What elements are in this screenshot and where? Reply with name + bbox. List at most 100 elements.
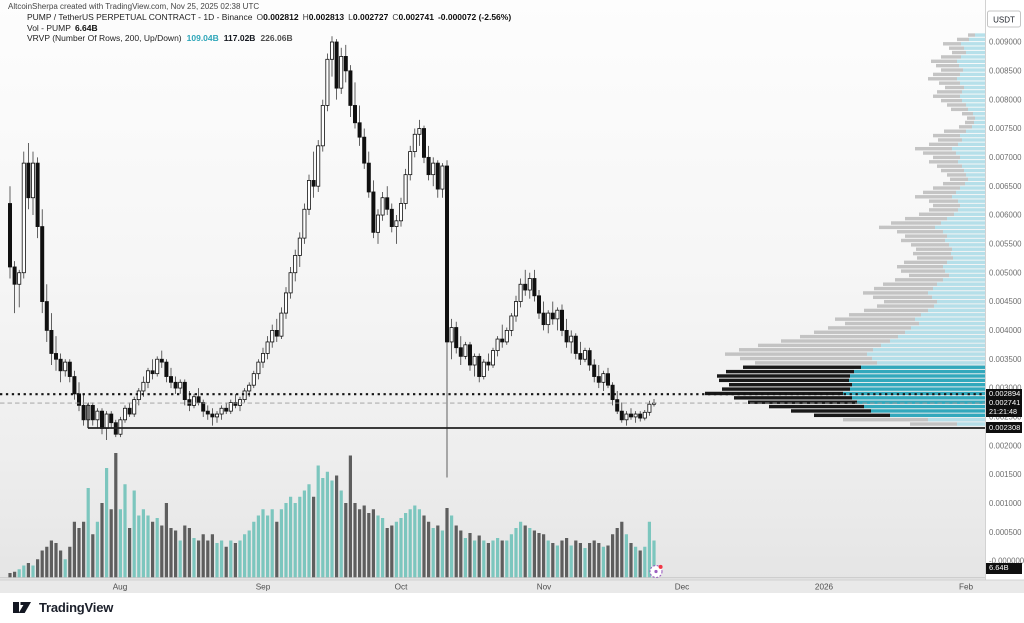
- profile-row-up: [928, 308, 985, 313]
- candle-body: [242, 390, 247, 401]
- profile-row-down: [938, 138, 962, 142]
- volume-bar: [505, 540, 509, 578]
- profile-row-up: [969, 37, 985, 42]
- profile-row-down: [933, 94, 960, 98]
- price-tick-label: 0.004000: [989, 326, 1022, 335]
- volume-bar: [114, 453, 118, 578]
- time-axis[interactable]: [0, 580, 1024, 593]
- profile-row-down: [843, 417, 928, 422]
- volume-bar: [514, 528, 518, 578]
- profile-row-down: [814, 413, 890, 418]
- profile-row-up: [964, 85, 985, 90]
- candle-body: [596, 376, 601, 383]
- profile-row-down: [729, 383, 852, 387]
- candle-body: [182, 381, 187, 401]
- volume-bar: [385, 528, 389, 578]
- volume-bar: [647, 521, 651, 578]
- volume-bar: [344, 503, 348, 578]
- candle-body: [408, 151, 413, 176]
- candle-body: [293, 255, 298, 274]
- profile-row-up: [959, 63, 985, 68]
- profile-row-down: [943, 181, 965, 186]
- candle-body: [504, 329, 509, 343]
- candle-body: [279, 312, 284, 337]
- volume-bar: [574, 540, 578, 578]
- volume-bar: [40, 550, 44, 578]
- profile-row-up: [911, 326, 985, 330]
- volume-bar: [146, 515, 150, 578]
- profile-row-down: [904, 260, 947, 265]
- candle-body: [283, 292, 288, 314]
- time-tick-label: 2026: [815, 583, 834, 592]
- profile-row-down: [849, 313, 921, 317]
- profile-row-up: [849, 378, 985, 383]
- price-axis[interactable]: [985, 0, 1024, 580]
- profile-row-up: [943, 265, 985, 269]
- profile-row-up: [898, 334, 985, 339]
- volume-bar: [289, 496, 293, 578]
- price-tick-label: 0.006500: [989, 182, 1022, 191]
- profile-row-down: [947, 173, 966, 177]
- tradingview-logo-text[interactable]: TradingView: [39, 599, 114, 615]
- volume-bar: [427, 521, 431, 578]
- profile-row-up: [956, 151, 985, 155]
- profile-row-up: [960, 186, 985, 190]
- volume-bar: [588, 543, 592, 578]
- timer-icon[interactable]: [649, 564, 663, 579]
- candle-body: [339, 56, 344, 89]
- candle-body: [155, 358, 160, 375]
- candle-body: [578, 353, 583, 360]
- volume-bar: [606, 545, 610, 578]
- profile-row-up: [949, 273, 985, 278]
- volume-bar: [408, 509, 412, 578]
- profile-row-down: [874, 286, 933, 291]
- volume-bar: [496, 538, 500, 578]
- candle-body: [550, 312, 555, 320]
- volume-bar: [72, 521, 76, 578]
- volume-bar: [482, 540, 486, 578]
- volume-bar: [151, 521, 155, 578]
- volume-bar: [532, 530, 536, 578]
- candle-body: [288, 272, 293, 294]
- candle-body: [417, 128, 422, 135]
- profile-row-down: [895, 278, 943, 282]
- candle-body: [168, 376, 173, 383]
- volume-bar: [381, 518, 385, 578]
- volume-bar: [339, 490, 343, 578]
- price-tick-label: 0.006000: [989, 211, 1022, 220]
- volume-bar: [404, 513, 408, 578]
- profile-row-up: [952, 247, 985, 251]
- profile-row-down: [941, 98, 962, 103]
- candle-body: [224, 407, 229, 412]
- candle-body: [389, 208, 394, 227]
- profile-row-down: [923, 190, 956, 195]
- candle-body: [164, 361, 169, 377]
- profile-row-up: [954, 212, 985, 216]
- candle-body: [357, 122, 362, 138]
- volume-bar: [36, 559, 40, 578]
- volume-bar: [652, 540, 656, 578]
- candle-body: [178, 381, 183, 389]
- profile-row-up: [867, 352, 985, 356]
- candle-body: [77, 393, 82, 406]
- profile-row-down: [933, 133, 960, 138]
- profile-row-down: [965, 120, 974, 125]
- profile-row-up: [960, 94, 985, 98]
- axis-currency-box[interactable]: [987, 10, 1021, 28]
- profile-row-down: [943, 42, 961, 46]
- volume-bar: [528, 528, 532, 578]
- profile-row-down: [897, 230, 943, 234]
- candle-body: [109, 413, 114, 424]
- candle-body: [214, 413, 219, 418]
- candle-body: [463, 344, 468, 357]
- volume-bar: [459, 530, 463, 578]
- candle-body: [509, 315, 514, 331]
- volume-bar: [500, 540, 504, 578]
- profile-row-up: [958, 199, 985, 203]
- profile-row-up: [852, 383, 985, 387]
- volume-bar: [68, 546, 72, 578]
- volume-bar: [358, 509, 362, 578]
- profile-row-down: [929, 160, 958, 164]
- candle-body: [141, 381, 146, 392]
